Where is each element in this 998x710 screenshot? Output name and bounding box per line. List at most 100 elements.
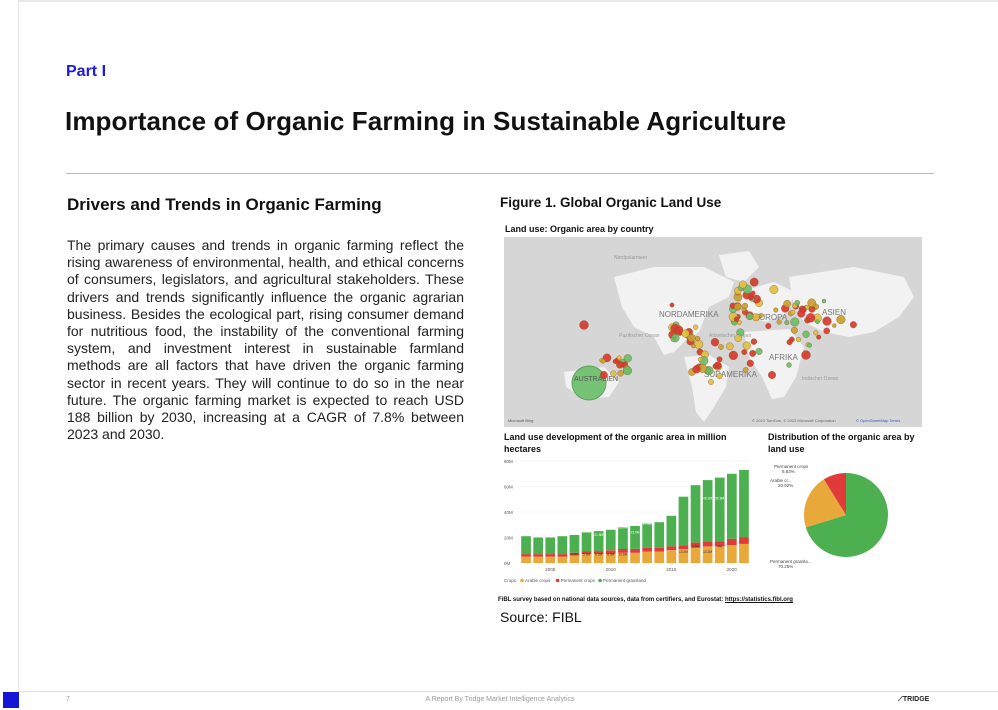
country-marker[interactable] [710, 337, 720, 347]
country-marker[interactable] [693, 324, 699, 330]
country-marker[interactable] [610, 370, 617, 377]
country-marker[interactable] [832, 323, 837, 328]
country-marker[interactable] [681, 329, 690, 338]
bar-segment[interactable] [593, 551, 604, 555]
note-link[interactable]: https://statistics.fibl.org [724, 597, 793, 603]
country-marker[interactable] [786, 362, 792, 368]
bar-segment[interactable] [654, 547, 665, 552]
bar-segment[interactable] [545, 554, 556, 557]
bar-segment[interactable] [533, 537, 543, 555]
country-marker[interactable] [765, 322, 772, 329]
bar-segment[interactable] [727, 545, 737, 563]
bar-segment[interactable] [642, 547, 652, 552]
bar-segment[interactable] [727, 473, 737, 539]
country-marker[interactable] [738, 280, 747, 289]
country-marker[interactable] [822, 316, 832, 326]
bar-segment[interactable] [557, 556, 568, 563]
country-marker[interactable] [600, 358, 606, 364]
bar-segment[interactable] [569, 552, 580, 556]
bar-segment[interactable] [581, 554, 592, 563]
country-marker[interactable] [747, 293, 755, 301]
country-marker[interactable] [622, 366, 632, 376]
bar-segment[interactable] [666, 550, 677, 564]
bar-segment[interactable] [593, 554, 604, 563]
country-marker[interactable] [751, 313, 760, 322]
country-marker[interactable] [750, 338, 758, 345]
bar-segment[interactable] [654, 522, 665, 548]
country-marker[interactable] [823, 327, 831, 335]
country-marker[interactable] [616, 355, 622, 361]
country-marker[interactable] [805, 313, 816, 323]
pie-slice[interactable] [823, 473, 846, 515]
country-marker[interactable] [623, 354, 632, 363]
bar-segment[interactable] [618, 549, 628, 553]
country-marker[interactable] [616, 361, 624, 369]
country-marker[interactable] [670, 336, 676, 342]
country-marker[interactable] [669, 302, 675, 308]
bar-segment[interactable] [690, 547, 701, 563]
country-marker[interactable] [742, 367, 749, 373]
country-marker[interactable] [807, 342, 813, 348]
pie-slice[interactable] [805, 473, 889, 557]
bar-segment[interactable] [569, 555, 580, 563]
bar-segment[interactable] [605, 550, 616, 555]
bar-segment[interactable] [569, 535, 580, 553]
bar-segment[interactable] [630, 526, 640, 549]
bar-segment[interactable] [642, 523, 652, 548]
pie-slice[interactable] [804, 479, 846, 528]
marker-australia[interactable] [571, 365, 607, 401]
bar-segment[interactable] [605, 554, 616, 563]
bar-segment[interactable] [581, 532, 592, 552]
map-copyright-link[interactable]: © OpenStreetMap Terms [856, 418, 900, 423]
country-marker[interactable] [749, 350, 757, 357]
country-marker[interactable] [821, 298, 827, 304]
country-marker[interactable] [790, 326, 798, 334]
bar-segment[interactable] [702, 541, 713, 547]
country-marker[interactable] [733, 302, 742, 311]
country-marker[interactable] [801, 350, 811, 360]
bar-segment[interactable] [714, 546, 725, 563]
country-marker[interactable] [794, 299, 801, 306]
country-marker[interactable] [716, 373, 723, 380]
country-marker[interactable] [733, 316, 740, 322]
country-marker[interactable] [692, 365, 701, 374]
country-marker[interactable] [745, 312, 754, 321]
country-marker[interactable] [687, 333, 696, 343]
country-marker[interactable] [776, 319, 782, 325]
bar-segment[interactable] [702, 480, 713, 542]
bar-segment[interactable] [690, 485, 701, 543]
bar-segment[interactable] [605, 529, 616, 551]
bar-segment[interactable] [702, 546, 713, 563]
country-marker[interactable] [617, 370, 624, 377]
country-marker[interactable] [768, 370, 777, 379]
country-marker[interactable] [691, 343, 696, 349]
country-marker[interactable] [728, 350, 739, 361]
country-marker[interactable] [718, 344, 724, 350]
country-marker[interactable] [713, 361, 722, 370]
country-marker[interactable] [807, 298, 817, 308]
country-marker[interactable] [813, 330, 819, 336]
country-marker[interactable] [773, 307, 779, 313]
country-markers[interactable] [579, 277, 857, 385]
country-marker[interactable] [716, 356, 723, 363]
country-marker[interactable] [755, 347, 763, 355]
bar-segment[interactable] [521, 554, 531, 557]
bar-segment[interactable] [557, 554, 568, 557]
bar-segment[interactable] [666, 515, 677, 547]
country-marker[interactable] [795, 336, 802, 343]
country-marker[interactable] [784, 319, 790, 325]
country-marker[interactable] [802, 330, 810, 338]
country-marker[interactable] [695, 335, 701, 342]
country-marker[interactable] [769, 285, 779, 294]
country-marker[interactable] [599, 370, 608, 379]
bar-segment[interactable] [739, 469, 749, 538]
bar-segment[interactable] [521, 536, 531, 555]
country-marker[interactable] [734, 334, 742, 342]
bar-segment[interactable] [739, 537, 749, 544]
bar-segment[interactable] [618, 527, 628, 549]
bar-segment[interactable] [714, 477, 725, 542]
bar-segment[interactable] [630, 552, 640, 563]
bar-segment[interactable] [521, 556, 531, 563]
bar-segment[interactable] [666, 546, 677, 551]
bar-segment[interactable] [533, 554, 543, 557]
